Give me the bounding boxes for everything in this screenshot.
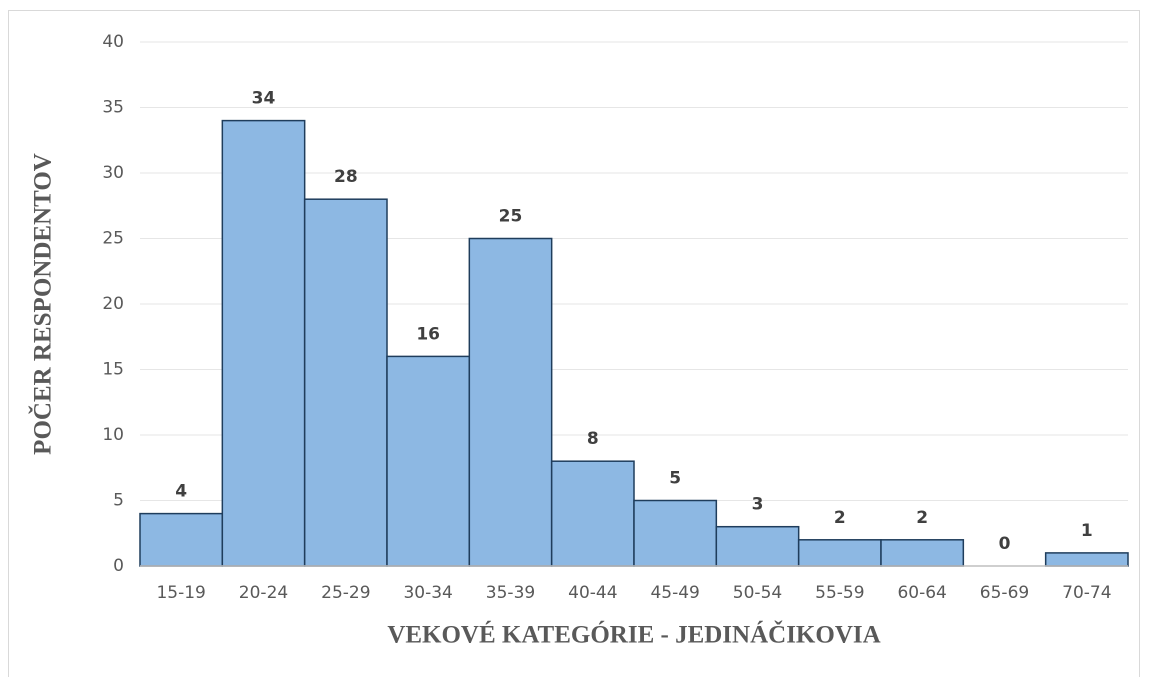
- data-label: 2: [916, 508, 928, 528]
- data-label: 34: [252, 89, 276, 109]
- x-axis-title: VEKOVÉ KATEGÓRIE - JEDINÁČIKOVIA: [387, 620, 880, 649]
- bar: [386, 355, 471, 567]
- bar: [1044, 552, 1129, 567]
- bar: [880, 539, 965, 567]
- chart-border: [8, 10, 1140, 677]
- bar: [303, 198, 388, 567]
- x-tick-label: 20-24: [239, 583, 288, 603]
- data-label: 28: [334, 167, 358, 187]
- data-label: 16: [416, 324, 440, 344]
- x-tick-label: 15-19: [156, 583, 205, 603]
- bar: [797, 539, 882, 567]
- bar: [221, 119, 306, 567]
- data-label: 1: [1081, 521, 1093, 541]
- y-tick-label: 30: [102, 163, 124, 183]
- x-tick-label: 40-44: [568, 583, 617, 603]
- x-tick-label: 60-64: [897, 583, 946, 603]
- y-tick-label: 35: [102, 98, 124, 118]
- data-label: 5: [669, 469, 681, 489]
- x-tick-label: 70-74: [1062, 583, 1111, 603]
- y-tick-label: 10: [102, 425, 124, 445]
- bar: [550, 460, 635, 567]
- x-tick-label: 25-29: [321, 583, 370, 603]
- bar: [715, 525, 800, 567]
- y-tick-label: 25: [102, 229, 124, 249]
- bar: [633, 499, 718, 567]
- bar: [139, 512, 224, 567]
- x-tick-label: 50-54: [733, 583, 782, 603]
- data-label: 4: [175, 482, 187, 502]
- y-tick-label: 20: [102, 294, 124, 314]
- x-tick-label: 45-49: [650, 583, 699, 603]
- y-tick-label: 40: [102, 32, 124, 52]
- y-tick-label: 15: [102, 360, 124, 380]
- x-tick-label: 55-59: [815, 583, 864, 603]
- bar: [468, 237, 553, 567]
- data-label: 2: [834, 508, 846, 528]
- y-axis-title: POČER RESPONDENTOV: [28, 153, 57, 455]
- data-label: 8: [587, 429, 599, 449]
- x-tick-label: 65-69: [980, 583, 1029, 603]
- data-label: 25: [499, 207, 523, 227]
- data-label: 0: [999, 534, 1011, 554]
- y-tick-label: 5: [113, 491, 124, 511]
- data-label: 3: [752, 495, 764, 515]
- y-tick-label: 0: [113, 556, 124, 576]
- x-tick-label: 30-34: [403, 583, 452, 603]
- x-tick-label: 35-39: [486, 583, 535, 603]
